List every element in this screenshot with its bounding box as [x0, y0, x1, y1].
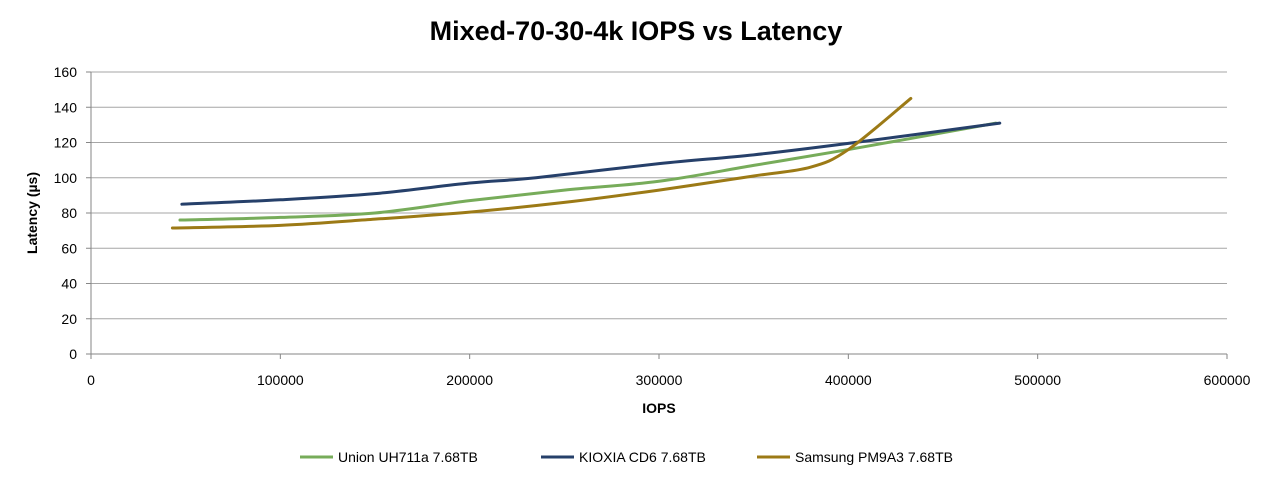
y-tick-label: 140 — [54, 99, 78, 115]
y-tick-label: 0 — [69, 346, 77, 362]
chart-title: Mixed-70-30-4k IOPS vs Latency — [430, 16, 843, 46]
series-line-2 — [170, 96, 913, 230]
x-tick-label: 400000 — [825, 372, 872, 388]
y-tick-label: 120 — [54, 135, 78, 151]
y-axis-label: Latency (µs) — [24, 172, 40, 254]
y-tick-label: 60 — [61, 240, 77, 256]
x-axis-label: IOPS — [642, 400, 675, 416]
series-line-1 — [180, 121, 1002, 206]
x-tick-label: 500000 — [1014, 372, 1061, 388]
x-tick-label: 100000 — [257, 372, 304, 388]
legend-entry: Union UH711a 7.68TB — [338, 449, 478, 465]
y-tick-label: 100 — [54, 170, 78, 186]
series-line-0 — [178, 121, 998, 222]
x-tick-label: 0 — [87, 372, 95, 388]
y-tick-label: 160 — [54, 64, 78, 80]
legend-entry: Samsung PM9A3 7.68TB — [795, 449, 953, 465]
y-tick-label: 80 — [61, 205, 77, 221]
x-tick-label: 300000 — [636, 372, 683, 388]
y-tick-label: 20 — [61, 311, 77, 327]
legend-entry: KIOXIA CD6 7.68TB — [579, 449, 706, 465]
x-tick-label: 200000 — [446, 372, 493, 388]
legend: Union UH711a 7.68TB KIOXIA CD6 7.68TB Sams… — [300, 449, 953, 465]
y-tick-label: 40 — [61, 276, 77, 292]
x-tick-label: 600000 — [1204, 372, 1251, 388]
